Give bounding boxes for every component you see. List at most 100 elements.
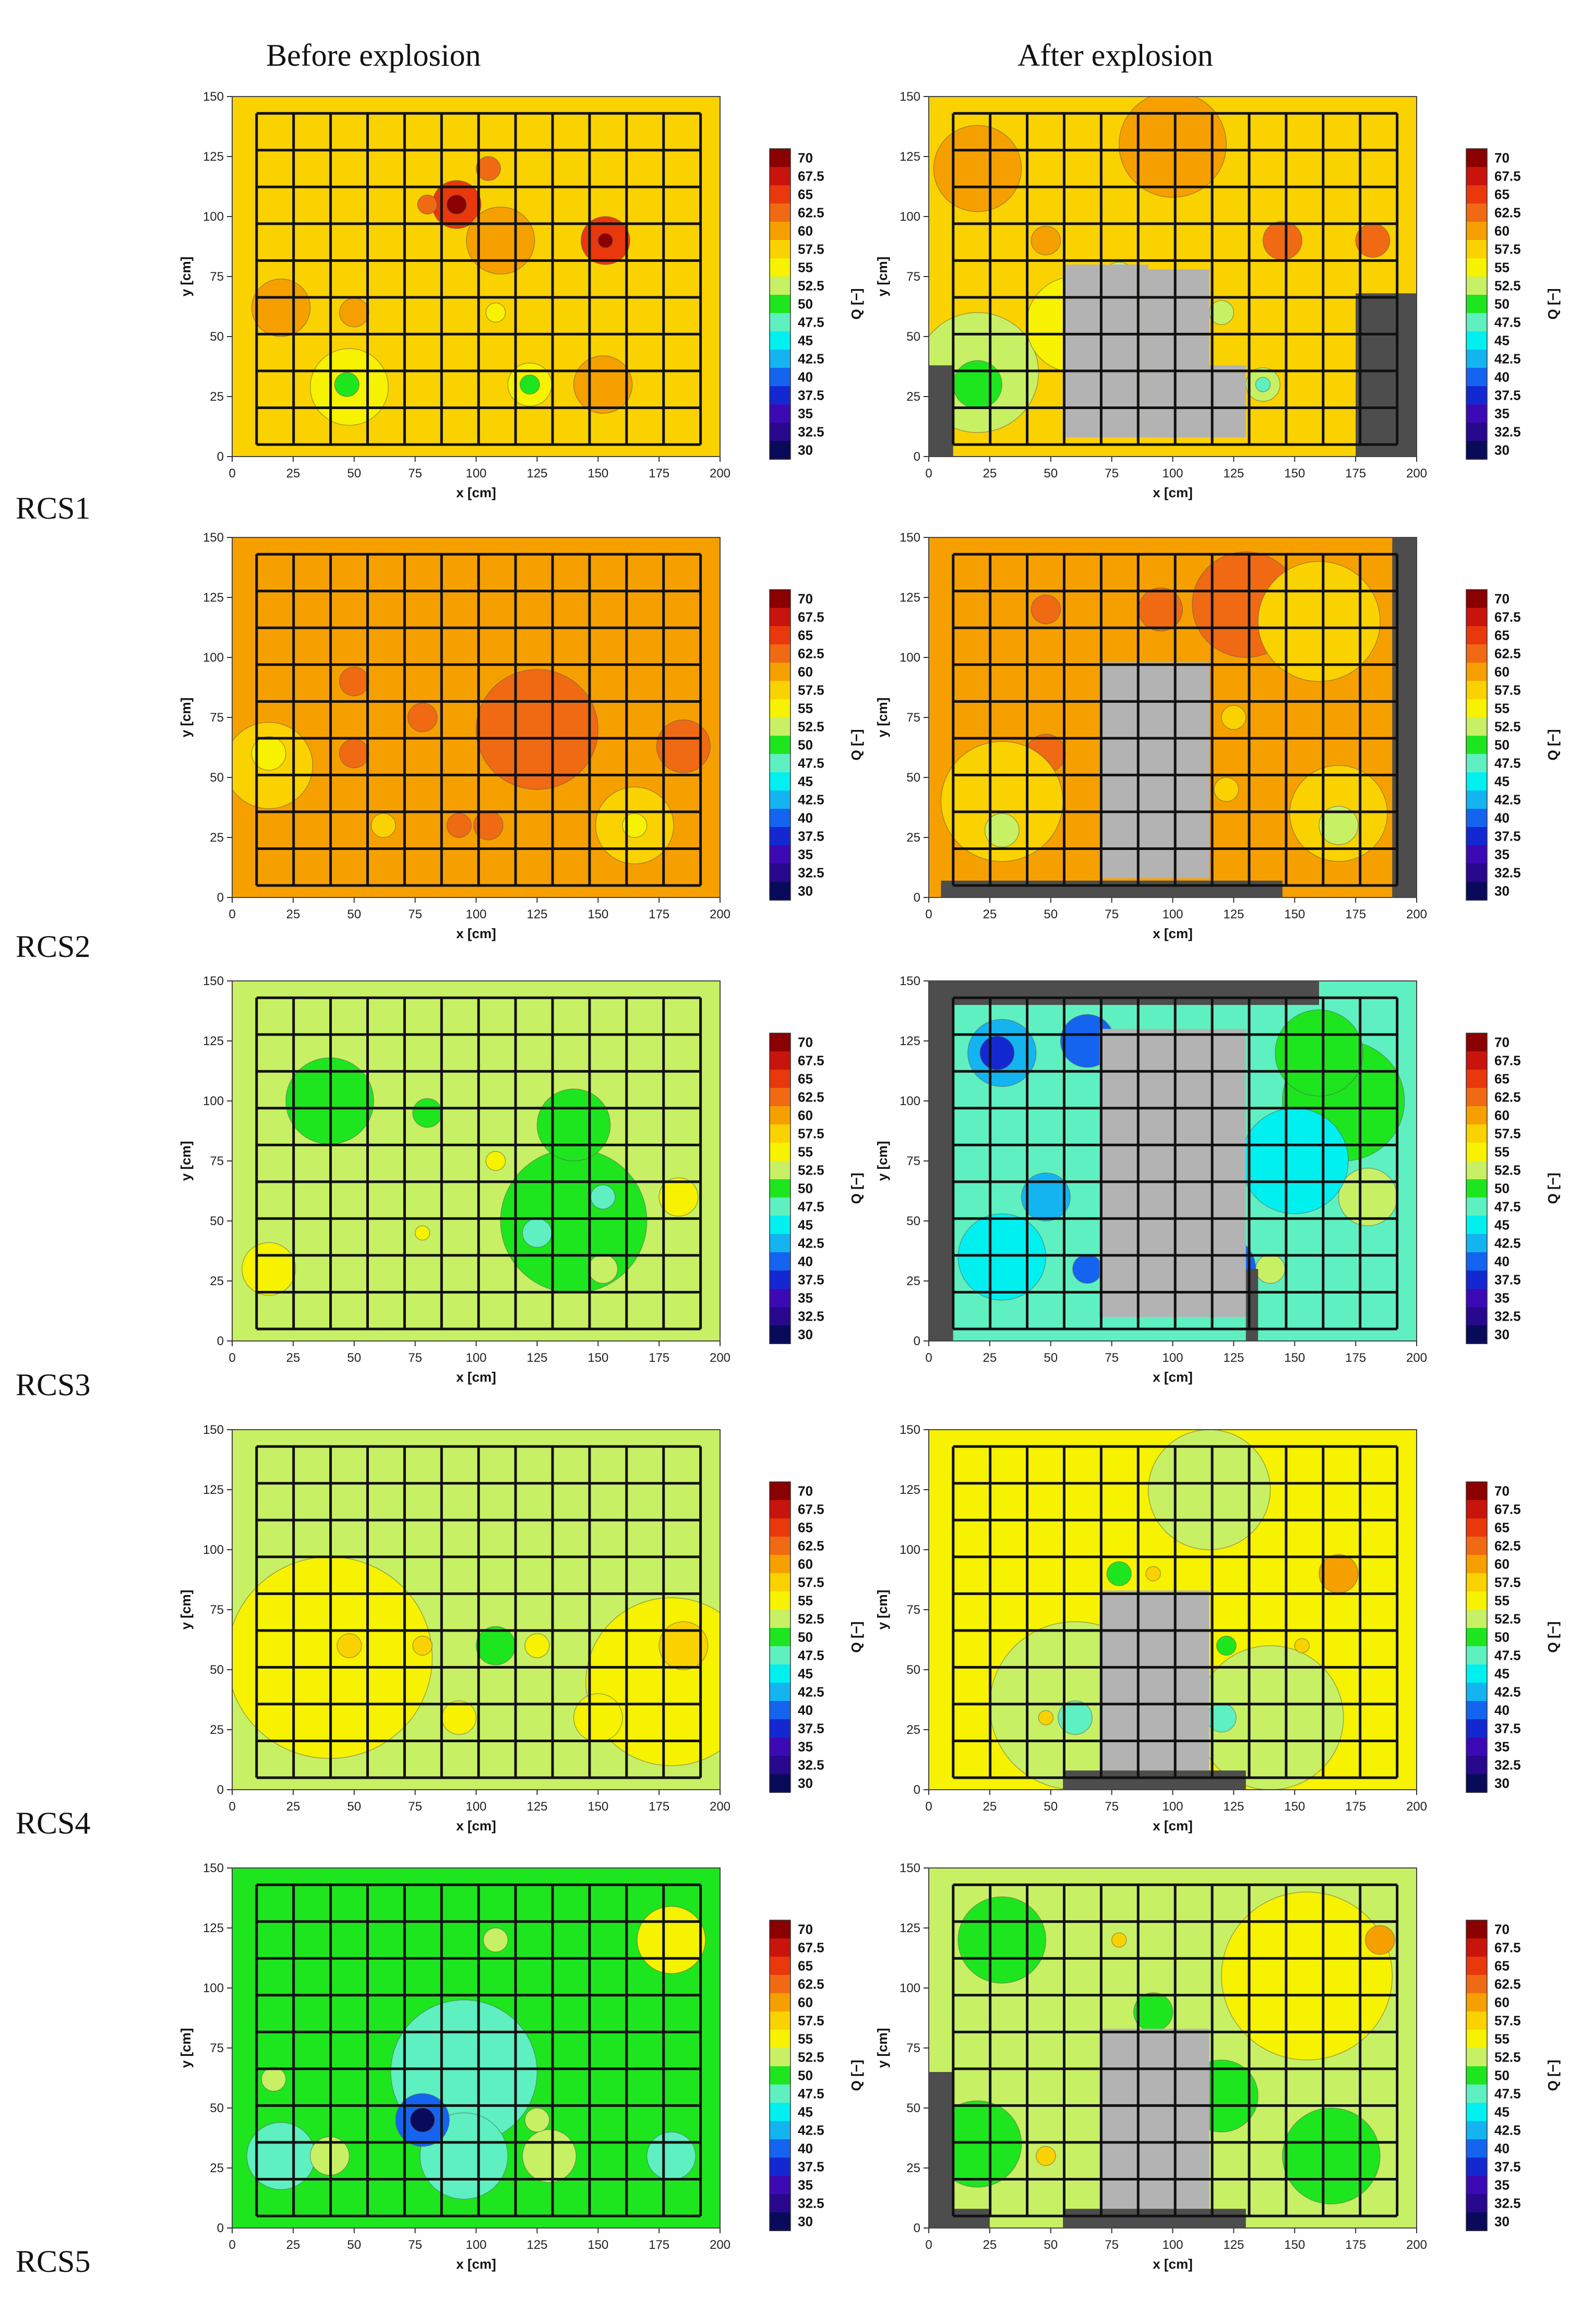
colorbar-tick-label: 50 (1494, 1630, 1510, 1645)
colorbar-swatch (1466, 1070, 1487, 1088)
y-tick-label: 75 (210, 1603, 224, 1617)
x-tick-label: 175 (1345, 466, 1366, 481)
x-tick-label: 25 (286, 1800, 301, 1814)
removed-area (1099, 1029, 1246, 1317)
colorbar-swatch (770, 1216, 790, 1235)
colorbar-tick-label: 57.5 (798, 1575, 824, 1590)
colorbar-swatch (770, 1289, 790, 1308)
contour-blob (334, 372, 360, 397)
x-tick-label: 100 (465, 907, 486, 921)
colorbar-swatch (770, 2121, 790, 2140)
contour-blob (412, 1098, 442, 1128)
colorbar-tick-label: 45 (798, 333, 813, 349)
row-label-rcs1: RCS1 (16, 491, 91, 525)
x-tick-label: 50 (1044, 907, 1058, 921)
colorbar-tick-label: 62.5 (798, 1089, 824, 1105)
panel-rcs3-before: 0 25 50 75 100 125 150 175 200 0 25 50 75 100 125 150 x … (178, 974, 864, 1385)
colorbar-swatch (770, 1518, 790, 1537)
contour-blob (522, 1218, 553, 1248)
x-tick-label: 200 (710, 2238, 730, 2252)
contour-blob (251, 736, 286, 771)
colorbar-swatch (770, 1537, 790, 1555)
colorbar-tick-label: 42.5 (1494, 351, 1521, 367)
measurement-grid (952, 996, 1399, 1331)
colorbar-swatch (1466, 717, 1487, 736)
colorbar-tick-label: 40 (1494, 369, 1510, 385)
colorbar-swatch (770, 1646, 790, 1665)
colorbar-tick-label: 32.5 (798, 424, 824, 440)
y-tick-label: 100 (203, 1094, 224, 1108)
colorbar-tick-label: 57.5 (798, 1126, 824, 1142)
colorbar-swatch (770, 1610, 790, 1628)
colorbar-swatch (770, 608, 790, 627)
colorbar-swatch (1466, 2103, 1487, 2122)
colorbar-swatch (1466, 2085, 1487, 2103)
colorbar-swatch (1466, 1719, 1487, 1738)
colorbar-swatch (770, 2048, 790, 2067)
contour-blob (1365, 1925, 1395, 1955)
y-axis-label: y [cm] (178, 1141, 194, 1181)
colorbar-swatch (1466, 1271, 1487, 1289)
x-tick-label: 175 (1345, 2238, 1366, 2252)
colorbar-tick-label: 52.5 (798, 719, 824, 735)
colorbar-swatch (1466, 2011, 1487, 2030)
colorbar-swatch (770, 1719, 790, 1738)
contour-blob (1294, 1638, 1310, 1654)
colorbar-swatch (770, 258, 790, 277)
x-tick-label: 150 (1284, 1351, 1305, 1365)
y-tick-label: 150 (900, 90, 920, 104)
y-tick-label: 75 (906, 2041, 920, 2055)
colorbar-tick-label: 30 (798, 1776, 813, 1791)
measurement-grid (255, 996, 702, 1331)
colorbar-tick-label: 35 (1494, 2177, 1510, 2193)
colorbar: 70 67.5 65 62.5 60 57.5 55 52.5 50 47.5 45 42.5 40 37… (769, 1920, 864, 2231)
contour-blob (1214, 777, 1239, 802)
colorbar-swatch (1466, 1106, 1487, 1125)
colorbar-tick-label: 65 (798, 628, 813, 643)
colorbar-swatch (770, 1252, 790, 1271)
y-tick-label: 150 (203, 531, 224, 545)
x-tick-label: 125 (1223, 2238, 1244, 2252)
contour-blob (1118, 97, 1227, 198)
colorbar: 70 67.5 65 62.5 60 57.5 55 52.5 50 47.5 45 42.5 40 37… (1466, 589, 1561, 901)
x-tick-label: 50 (1044, 466, 1058, 481)
colorbar-tick-label: 40 (1494, 810, 1510, 826)
colorbar-tick-label: 47.5 (1494, 1648, 1521, 1663)
colorbar-swatch (770, 2030, 790, 2049)
y-axis-label: y [cm] (178, 1590, 194, 1630)
colorbar-frame (1466, 589, 1488, 901)
y-tick-label: 150 (203, 974, 224, 988)
y-tick-label: 125 (203, 1034, 224, 1048)
colorbar-swatch (770, 404, 790, 423)
colorbar-tick-label: 60 (798, 664, 813, 680)
colorbar-tick-label: 47.5 (1494, 756, 1521, 771)
y-tick-label: 100 (900, 1094, 920, 1108)
colorbar-swatch (1466, 1628, 1487, 1647)
colorbar-tick-label: 45 (798, 2104, 813, 2120)
colorbar-tick-label: 62.5 (1494, 205, 1521, 221)
contour-area (232, 1430, 720, 1790)
contour-area (232, 97, 720, 457)
colorbar-swatch (770, 1179, 790, 1198)
x-tick-label: 0 (229, 907, 235, 921)
colorbar-swatch (770, 644, 790, 663)
colorbar-tick-label: 60 (1494, 664, 1510, 680)
x-tick-label: 200 (1406, 907, 1427, 921)
contour-blob (524, 1633, 550, 1658)
colorbar-swatch (1466, 754, 1487, 773)
colorbar-tick-label: 65 (798, 187, 813, 202)
x-tick-label: 200 (1406, 466, 1427, 481)
colorbar-tick-label: 57.5 (1494, 2013, 1521, 2029)
colorbar-swatch (770, 2011, 790, 2030)
colorbar-swatch (1466, 1482, 1487, 1501)
colorbar-tick-label: 45 (1494, 1217, 1510, 1233)
contour-blob (524, 2107, 550, 2133)
y-tick-label: 0 (914, 2221, 920, 2235)
colorbar-swatch (1466, 1216, 1487, 1235)
colorbar-tick-label: 70 (798, 1035, 813, 1050)
colorbar-tick-label: 60 (798, 223, 813, 239)
colorbar-swatch (1466, 608, 1487, 627)
colorbar-tick-label: 57.5 (798, 242, 824, 257)
contour-blob (979, 1036, 1015, 1070)
x-tick-label: 0 (925, 1800, 932, 1814)
